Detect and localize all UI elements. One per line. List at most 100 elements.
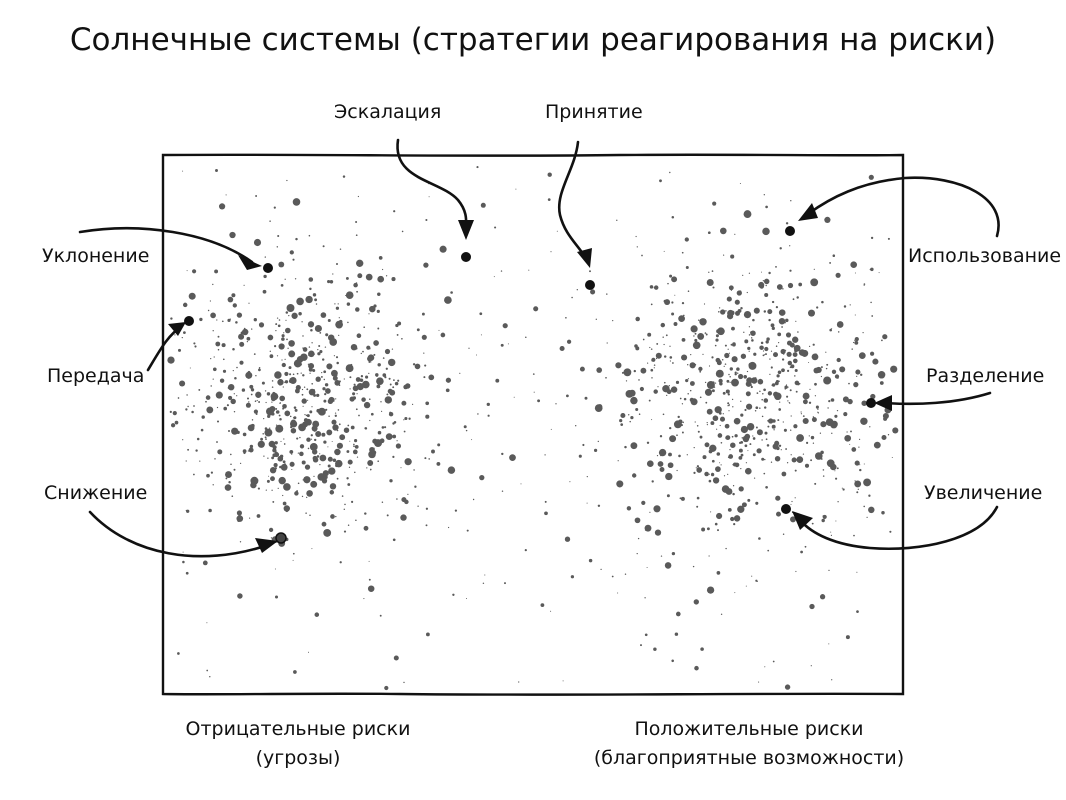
star-dot (177, 397, 180, 399)
star-dot (701, 527, 706, 532)
star-dot (277, 234, 280, 238)
star-dot (356, 456, 359, 458)
star-dot (653, 505, 661, 513)
star-dot (619, 419, 623, 423)
star-dot (357, 195, 360, 198)
star-dot (706, 279, 714, 286)
star-dot (847, 398, 853, 405)
star-dot (271, 412, 275, 416)
star-dot (182, 302, 188, 308)
star-dot (737, 308, 742, 313)
star-dot (740, 453, 744, 457)
star-dot (331, 441, 333, 442)
star-dot (307, 363, 310, 365)
star-dot (779, 401, 781, 403)
star-dot (794, 380, 800, 386)
star-dot (360, 375, 364, 378)
star-dot (239, 541, 242, 543)
star-dot (288, 314, 290, 317)
star-dot (480, 202, 486, 208)
star-dot (392, 434, 397, 439)
star-dot (747, 498, 751, 502)
star-dot (347, 424, 350, 427)
star-dot (681, 338, 686, 342)
star-dot (837, 377, 839, 380)
star-dot (669, 360, 672, 362)
star-dot (643, 368, 646, 370)
star-dot (669, 274, 673, 278)
star-dot (257, 487, 260, 490)
star-dot (781, 368, 785, 373)
star-dot (820, 450, 824, 455)
star-dot (416, 328, 420, 332)
star-dot (253, 409, 259, 414)
star-dot (361, 397, 366, 402)
star-dot (854, 460, 860, 466)
star-dot (663, 250, 665, 252)
star-dot (780, 449, 782, 451)
star-dot (748, 361, 757, 370)
star-dot (368, 313, 370, 315)
star-dot (262, 433, 264, 435)
star-dot (274, 463, 276, 466)
star-dot (606, 293, 608, 295)
star-dot (671, 216, 675, 219)
star-dot (301, 398, 307, 404)
star-dot (404, 416, 408, 421)
star-dot (663, 343, 665, 346)
star-dot (283, 438, 285, 440)
star-dot (386, 514, 389, 517)
star-dot (370, 412, 374, 416)
star-dot (181, 336, 183, 339)
star-dot (887, 434, 890, 436)
star-dot (286, 179, 288, 182)
star-dot (778, 309, 786, 316)
star-dot (726, 296, 732, 302)
star-dot (752, 453, 756, 457)
star-dot (616, 219, 618, 221)
star-dot (710, 511, 712, 513)
star-dot (394, 381, 399, 386)
star-dot (315, 303, 318, 305)
star-dot (717, 529, 719, 532)
star-dot (392, 386, 395, 389)
star-dot (417, 505, 419, 507)
star-dot (258, 369, 261, 371)
star-dot (762, 227, 770, 236)
star-dot (289, 449, 294, 454)
star-dot (182, 560, 185, 564)
label-transfer: Передача (47, 365, 144, 387)
star-dot (570, 575, 575, 579)
star-dot (635, 235, 637, 238)
star-dot (248, 401, 250, 403)
star-dot (329, 280, 334, 284)
star-dot (292, 198, 301, 206)
star-dot (694, 421, 696, 423)
star-dot (311, 425, 318, 432)
star-dot (820, 458, 823, 460)
star-dot (761, 415, 764, 418)
star-dot (738, 448, 743, 453)
star-dot (767, 309, 773, 315)
star-dot (302, 421, 309, 428)
star-dot (328, 415, 330, 418)
star-dot (349, 388, 351, 390)
star-dot (760, 341, 764, 345)
star-dot (264, 428, 273, 437)
star-dot (775, 345, 778, 347)
star-dot (284, 371, 289, 376)
star-dot (384, 426, 387, 429)
star-dot (690, 325, 698, 333)
star-dot (810, 459, 813, 462)
star-dot (325, 388, 331, 394)
star-dot (762, 354, 765, 357)
star-dot (729, 381, 731, 384)
star-dot (787, 400, 789, 402)
star-dot (347, 483, 351, 486)
star-dot (770, 461, 773, 463)
star-dot (849, 304, 851, 306)
star-dot (863, 505, 866, 508)
star-dot (850, 430, 852, 433)
star-dot (739, 182, 741, 185)
star-dot (440, 332, 446, 338)
